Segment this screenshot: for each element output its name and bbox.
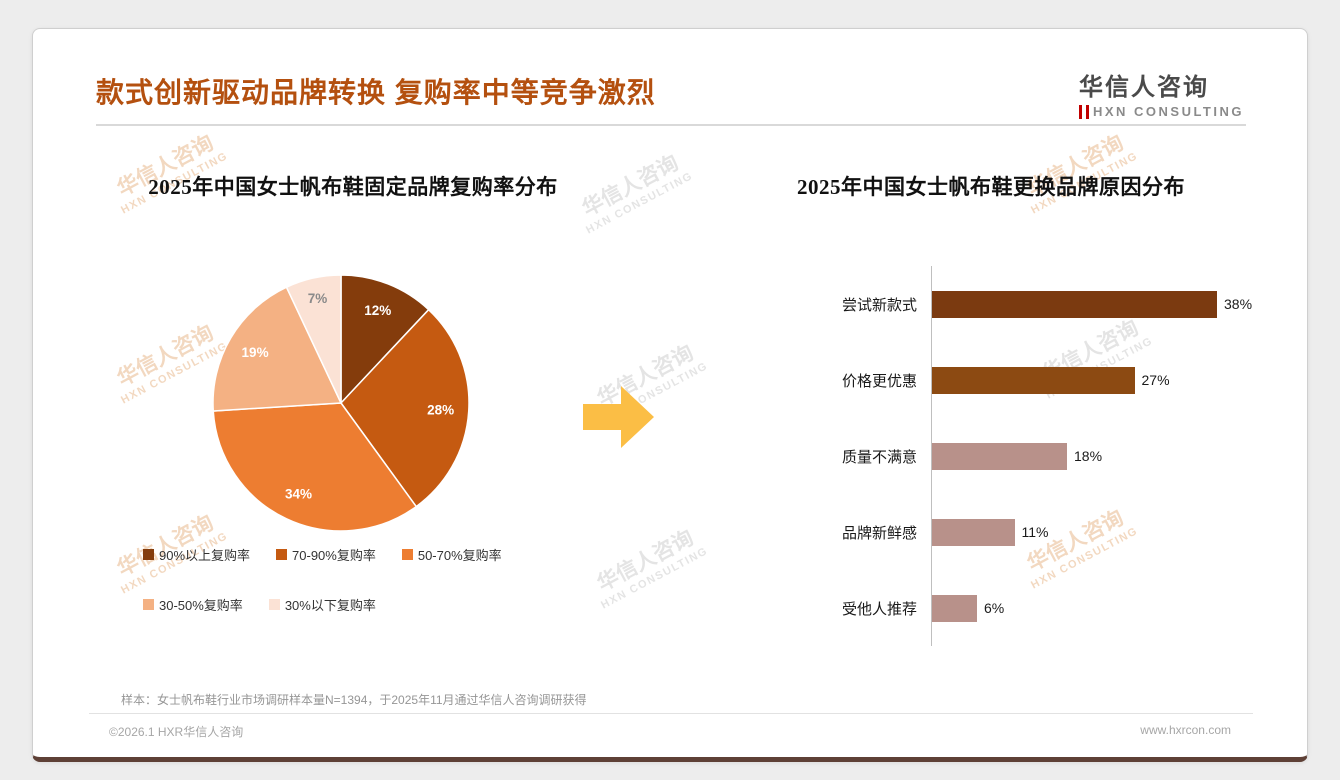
legend-swatch — [143, 548, 154, 560]
bar-row: 品牌新鲜感 11% — [673, 494, 1273, 570]
arrow-right-icon — [583, 386, 654, 448]
bar — [932, 518, 1015, 546]
legend-item: 30%以下复购率 — [268, 593, 376, 615]
pie-slice — [340, 308, 470, 508]
pie-data-label: 19% — [242, 345, 269, 360]
legend-swatch — [143, 598, 154, 610]
sample-note: 样本：女士帆布鞋行业市场调研样本量N=1394，于2025年11月通过华信人咨询… — [121, 693, 587, 707]
pie-slice — [340, 274, 430, 405]
legend-swatch — [401, 548, 413, 560]
bar — [932, 290, 1217, 318]
logo-subtitle: HXN CONSULTING — [1092, 104, 1244, 119]
bar-category-label: 尝试新款式 — [841, 296, 917, 314]
bar-value-label: 18% — [1074, 448, 1103, 464]
legend-label: 70-90%复购率 — [292, 547, 376, 563]
bar-chart-title: 2025年中国女士帆布鞋更换品牌原因分布 — [797, 175, 1185, 199]
legend-item: 30-50%复购率 — [143, 593, 243, 615]
pie-data-label: 7% — [308, 291, 328, 306]
logo-name: 华信人咨询 — [1078, 74, 1209, 101]
bar-track: 38% — [931, 266, 1273, 342]
logo-icon — [1078, 104, 1089, 119]
footer-copyright: ©2026.1 HXR华信人咨询 — [109, 725, 244, 739]
legend-item: 90%以上复购率 — [143, 543, 250, 565]
legend-swatch — [276, 548, 288, 560]
bar-row: 质量不满意 18% — [673, 418, 1273, 494]
bar-category-label: 质量不满意 — [841, 448, 917, 466]
bar-value-label: 6% — [984, 600, 1005, 616]
bar-track: 18% — [931, 418, 1273, 494]
company-logo: 华信人咨询 HXN CONSULTING — [1078, 67, 1244, 119]
pie-chart: 12% 28% 34% 19% 7% — [191, 253, 491, 553]
bar — [932, 442, 1067, 470]
bar-row: 受他人推荐 6% — [673, 570, 1273, 646]
bar-category-label: 受他人推荐 — [841, 600, 917, 618]
legend-label: 50-70%复购率 — [417, 547, 502, 563]
header-divider — [96, 124, 1246, 126]
bar-chart: 尝试新款式 38% 价格更优惠 27% 质量不满意 18% 品牌新鲜感 11% 受他人推荐 6% — [673, 266, 1273, 646]
legend-item: 50-70%复购率 — [401, 543, 502, 565]
bar-row: 尝试新款式 38% — [673, 266, 1273, 342]
bar-value-label: 38% — [1224, 296, 1253, 312]
bar-value-label: 11% — [1021, 524, 1049, 540]
legend-item: 70-90%复购率 — [276, 543, 376, 565]
bar-row: 价格更优惠 27% — [673, 342, 1273, 418]
pie-slice — [212, 286, 343, 412]
legend-label: 30-50%复购率 — [159, 597, 243, 613]
pie-slice — [285, 274, 342, 404]
legend-label: 90%以上复购率 — [159, 547, 251, 563]
legend-label: 30%以下复购率 — [284, 597, 376, 613]
legend-swatch — [268, 598, 280, 610]
pie-chart-svg: 12% 28% 34% 19% 7% — [212, 274, 470, 532]
bar-track: 27% — [931, 342, 1273, 418]
page-title: 款式创新驱动品牌转换 复购率中等竞争激烈 — [96, 77, 656, 108]
pie-legend: 90%以上复购率 70-90%复购率 50-70%复购率 30-50%复购率 30%以下… — [143, 543, 613, 615]
footer-website: www.hxrcon.com — [1140, 723, 1231, 737]
bar-category-label: 价格更优惠 — [841, 372, 917, 390]
bar — [932, 366, 1135, 394]
bar-value-label: 27% — [1141, 372, 1170, 388]
pie-data-label: 28% — [427, 402, 454, 417]
transition-arrow — [583, 385, 655, 454]
footer-divider — [89, 713, 1253, 714]
bar — [932, 594, 977, 622]
pie-data-label: 12% — [364, 303, 391, 318]
pie-slice — [212, 402, 418, 532]
bar-track: 11% — [931, 494, 1273, 570]
bar-track: 6% — [931, 570, 1273, 646]
slide-card: 华信人咨询 HXN CONSULTING 华信人咨询 HXN CONSULTING 华信… — [32, 28, 1308, 762]
bar-category-label: 品牌新鲜感 — [841, 524, 917, 542]
pie-chart-title: 2025年中国女士帆布鞋固定品牌复购率分布 — [148, 175, 558, 199]
pie-data-label: 34% — [285, 486, 312, 501]
